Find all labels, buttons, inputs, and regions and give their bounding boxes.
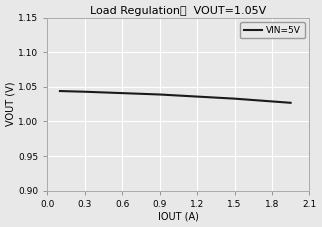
VIN=5V <box>120 92 124 94</box>
VIN=5V <box>83 90 87 93</box>
VIN=5V <box>158 93 162 96</box>
Y-axis label: VOUT (V): VOUT (V) <box>5 82 15 126</box>
VIN=5V <box>195 95 199 98</box>
Line: VIN=5V: VIN=5V <box>60 91 291 103</box>
VIN=5V <box>289 101 293 104</box>
VIN=5V <box>270 100 274 103</box>
X-axis label: IOUT (A): IOUT (A) <box>158 211 199 222</box>
Legend: VIN=5V: VIN=5V <box>240 22 305 38</box>
Title: Load Regulation，  VOUT=1.05V: Load Regulation， VOUT=1.05V <box>90 5 267 16</box>
VIN=5V <box>232 97 236 100</box>
VIN=5V <box>58 90 62 92</box>
